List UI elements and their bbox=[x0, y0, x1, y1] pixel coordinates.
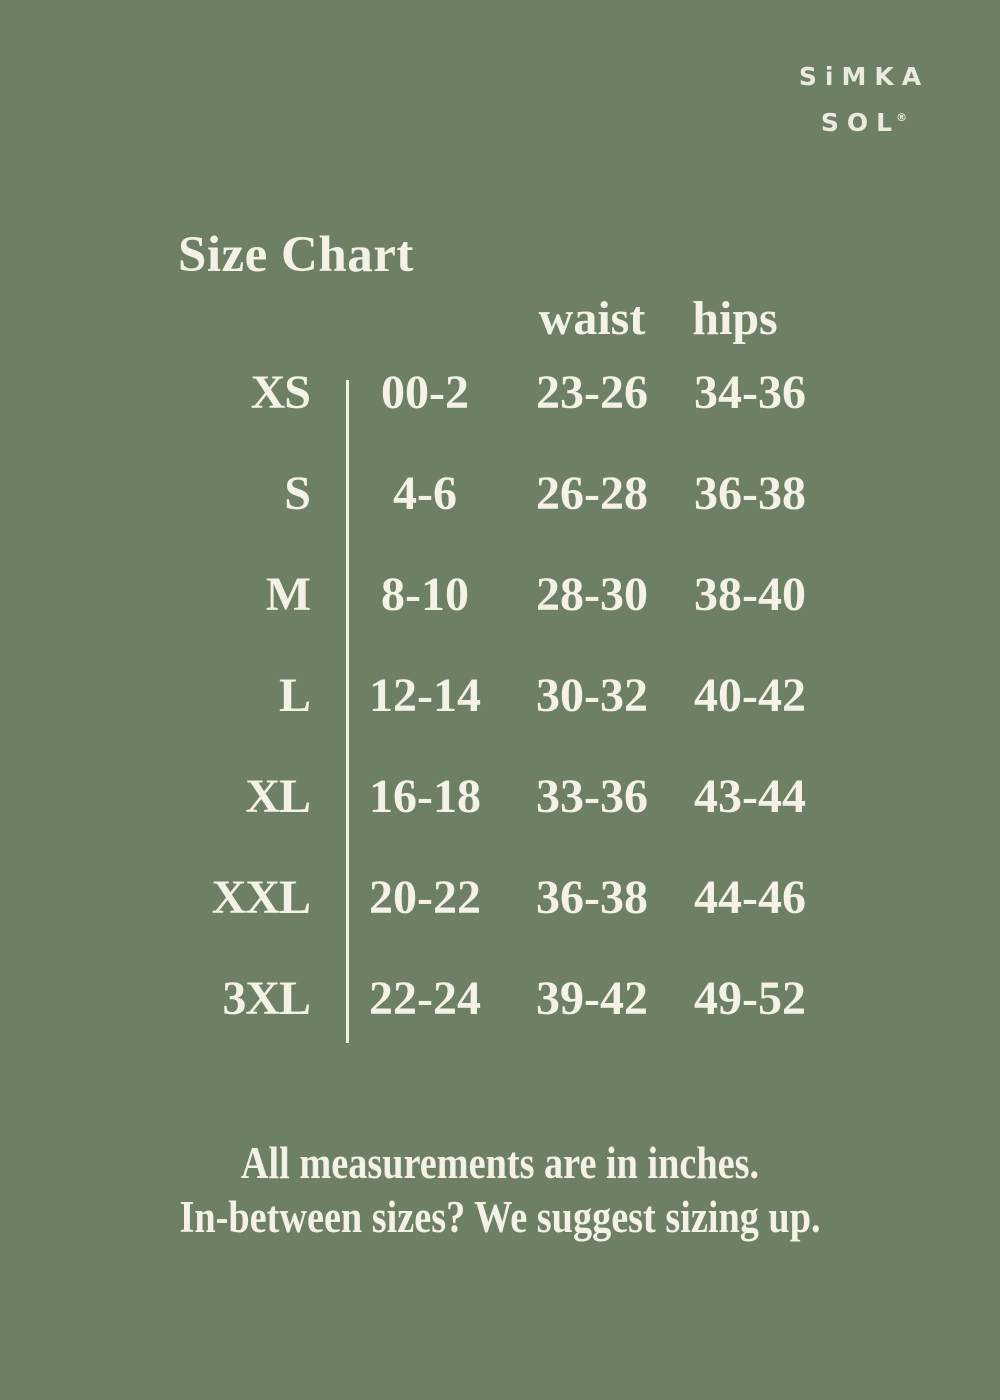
brand-name-line2: SOL® bbox=[796, 97, 932, 143]
hips-cell: 43-44 bbox=[694, 770, 806, 823]
us-size-cell: 8-10 bbox=[381, 568, 469, 621]
size-cell: M bbox=[265, 568, 311, 621]
footer-line1: All measurements are in inches. bbox=[240, 1138, 760, 1188]
size-label-column: XS S M L XL XXL 3XL bbox=[150, 342, 311, 1049]
waist-column: 23-26 26-28 28-30 30-32 33-36 36-38 39-4… bbox=[499, 342, 685, 1049]
waist-cell: 36-38 bbox=[536, 871, 648, 924]
size-cell: S bbox=[284, 467, 311, 520]
hips-column: 34-36 36-38 38-40 40-42 43-44 44-46 49-5… bbox=[657, 342, 843, 1049]
brand-name-sol: SOL bbox=[820, 108, 901, 137]
us-size-cell: 20-22 bbox=[369, 871, 481, 924]
us-size-cell: 00-2 bbox=[381, 366, 469, 419]
table-divider-line bbox=[346, 380, 349, 1043]
waist-cell: 30-32 bbox=[536, 669, 648, 722]
size-cell: XXL bbox=[211, 871, 311, 924]
waist-cell: 39-42 bbox=[536, 972, 648, 1025]
hips-cell: 38-40 bbox=[694, 568, 806, 621]
brand-logo: SiMKA SOL® bbox=[796, 56, 932, 143]
column-header-hips: hips bbox=[692, 292, 778, 345]
us-size-cell: 16-18 bbox=[369, 770, 481, 823]
registered-trademark-icon: ® bbox=[896, 111, 908, 124]
hips-cell: 36-38 bbox=[694, 467, 806, 520]
brand-name-line1: SiMKA bbox=[798, 62, 930, 91]
hips-cell: 34-36 bbox=[694, 366, 806, 419]
size-cell: XL bbox=[245, 770, 311, 823]
size-cell: 3XL bbox=[222, 972, 311, 1025]
hips-cell: 49-52 bbox=[694, 972, 806, 1025]
waist-cell: 28-30 bbox=[536, 568, 648, 621]
size-cell: L bbox=[278, 669, 311, 722]
us-size-column: 00-2 4-6 8-10 12-14 16-18 20-22 22-24 bbox=[332, 342, 518, 1049]
footer-line2: In-between sizes? We suggest sizing up. bbox=[179, 1192, 821, 1242]
hips-cell: 44-46 bbox=[694, 871, 806, 924]
waist-cell: 23-26 bbox=[536, 366, 648, 419]
us-size-cell: 22-24 bbox=[369, 972, 481, 1025]
column-header-waist: waist bbox=[538, 292, 646, 345]
us-size-cell: 12-14 bbox=[369, 669, 481, 722]
size-cell: XS bbox=[250, 366, 311, 419]
footer-note: All measurements are in inches. In-betwe… bbox=[0, 1136, 1000, 1244]
hips-cell: 40-42 bbox=[694, 669, 806, 722]
waist-cell: 26-28 bbox=[536, 467, 648, 520]
us-size-cell: 4-6 bbox=[393, 467, 457, 520]
page-title: Size Chart bbox=[178, 227, 414, 283]
waist-cell: 33-36 bbox=[536, 770, 648, 823]
